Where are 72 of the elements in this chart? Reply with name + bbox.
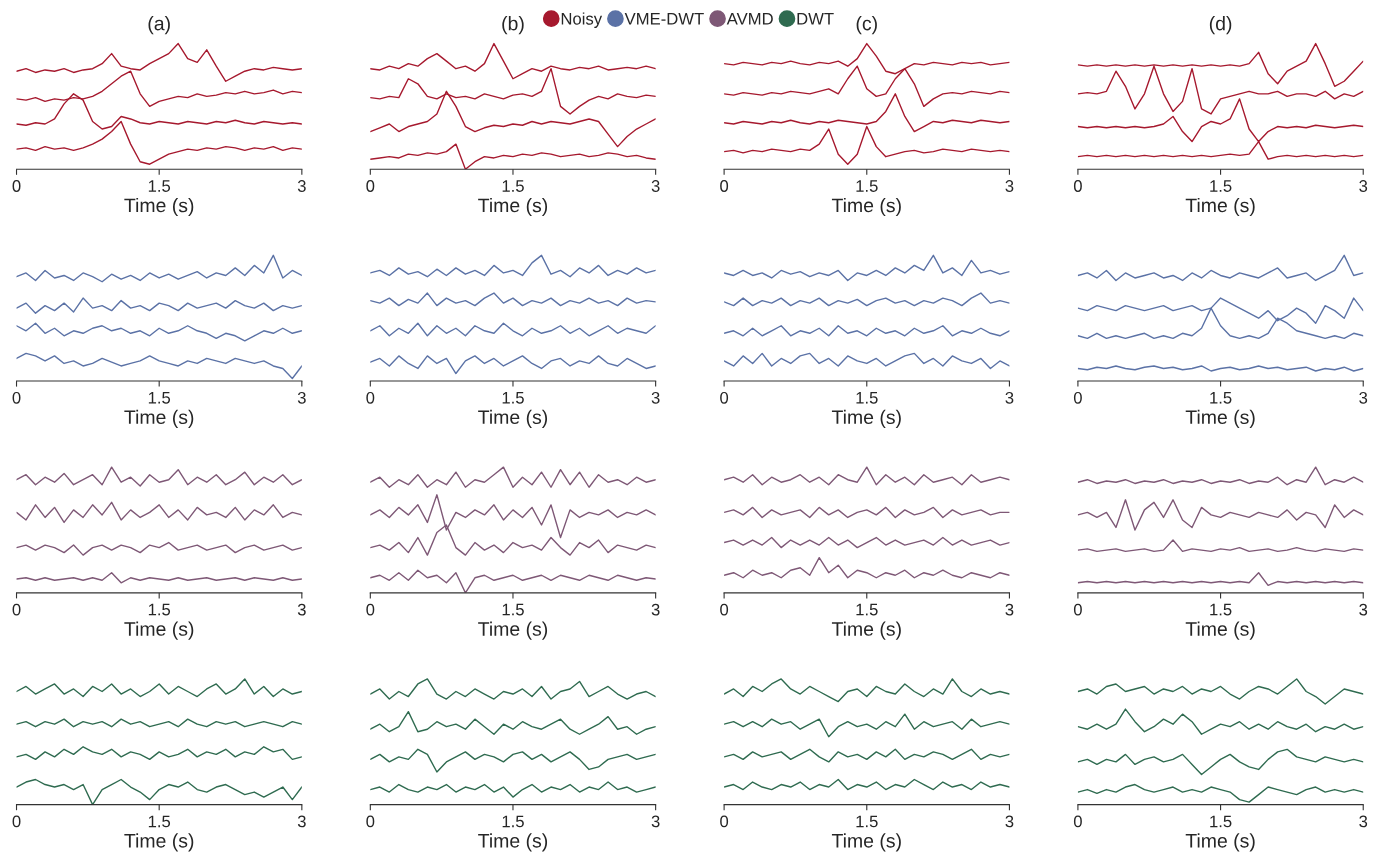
x-tick-label: 3 — [1359, 815, 1368, 828]
x-axis-title: Time (s) — [1185, 621, 1255, 640]
x-tick-label: 0 — [720, 180, 729, 192]
x-axis-title: Time (s) — [124, 409, 194, 428]
x-tick-label: 0 — [1073, 603, 1082, 616]
x-axis-title: Time (s) — [831, 621, 901, 640]
x-axis-title: Time (s) — [831, 833, 901, 852]
x-axis-title: Time (s) — [478, 833, 548, 852]
x-tick-label: 1.5 — [148, 603, 171, 616]
chart-title: (a) — [148, 16, 170, 35]
chart-title: (c) — [856, 16, 877, 35]
x-tick-label: 1.5 — [148, 180, 171, 192]
x-tick-label: 3 — [1359, 180, 1368, 192]
x-axis-title: Time (s) — [478, 409, 548, 428]
x-tick-label: 1.5 — [1210, 603, 1232, 616]
x-tick-label: 0 — [366, 391, 375, 404]
x-tick-label: 0 — [366, 815, 375, 828]
x-tick-label: 1.5 — [856, 392, 878, 404]
chart-title: (b) — [502, 16, 524, 35]
x-tick-label: 1.5 — [856, 180, 878, 192]
x-tick-label: 1.5 — [1210, 180, 1232, 192]
x-axis-title: Time (s) — [831, 409, 901, 428]
x-tick-label: 3 — [651, 391, 660, 404]
x-tick-label: 0 — [720, 603, 729, 616]
x-tick-label: 3 — [651, 815, 660, 828]
x-tick-label: 1.5 — [856, 815, 878, 828]
x-tick-label: 1.5 — [148, 815, 171, 828]
legend-label: VME-DWT — [624, 13, 704, 25]
x-tick-label: 0 — [1073, 180, 1082, 192]
legend-label: Noisy — [561, 12, 603, 28]
x-tick-label: 3 — [297, 180, 306, 192]
x-tick-label: 3 — [651, 180, 660, 192]
x-tick-label: 1.5 — [502, 392, 524, 404]
x-tick-label: 3 — [1359, 603, 1368, 616]
x-tick-label: 3 — [651, 603, 660, 616]
x-tick-label: 1.5 — [148, 392, 171, 404]
x-tick-label: 3 — [1005, 603, 1014, 616]
chart-title: (d) — [1209, 16, 1232, 35]
x-tick-label: 3 — [297, 391, 306, 404]
x-tick-label: 1.5 — [502, 603, 524, 616]
x-tick-label: 1.5 — [856, 603, 878, 616]
x-tick-label: 1.5 — [502, 180, 524, 192]
x-tick-label: 1.5 — [1210, 392, 1232, 404]
x-axis-title: Time (s) — [1185, 197, 1255, 217]
x-axis-title: Time (s) — [478, 197, 548, 217]
x-tick-label: 3 — [297, 815, 306, 828]
x-tick-label: 0 — [12, 391, 21, 404]
x-tick-label: 1.5 — [1210, 815, 1232, 828]
x-axis-title: Time (s) — [124, 621, 194, 640]
x-axis-title: Time (s) — [1185, 409, 1255, 428]
x-tick-label: 0 — [1073, 815, 1082, 828]
x-axis-title: Time (s) — [831, 197, 901, 217]
x-axis-title: Time (s) — [124, 833, 194, 852]
x-tick-label: 0 — [12, 180, 21, 192]
x-tick-label: 0 — [720, 391, 729, 404]
x-tick-label: 3 — [297, 603, 306, 616]
x-tick-label: 0 — [720, 815, 729, 828]
x-tick-label: 0 — [366, 180, 375, 192]
x-tick-label: 1.5 — [502, 815, 524, 828]
x-tick-label: 3 — [1359, 391, 1368, 404]
x-tick-label: 3 — [1005, 180, 1014, 192]
x-tick-label: 0 — [12, 603, 21, 616]
x-tick-label: 0 — [12, 815, 21, 828]
x-axis-title: Time (s) — [124, 197, 194, 217]
x-tick-label: 0 — [1073, 391, 1082, 404]
x-axis-title: Time (s) — [1185, 833, 1255, 852]
x-axis-title: Time (s) — [478, 621, 548, 640]
legend-label: DWT — [797, 13, 834, 25]
x-tick-label: 3 — [1005, 391, 1014, 404]
legend-label: AVMD — [726, 13, 773, 25]
x-tick-label: 0 — [366, 603, 375, 616]
x-tick-label: 3 — [1005, 815, 1014, 828]
